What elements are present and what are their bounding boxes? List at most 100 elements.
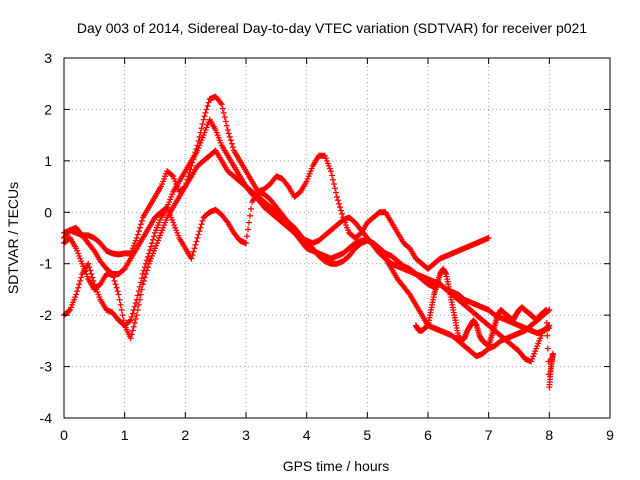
y-tick-label: 3: [44, 50, 52, 66]
data-point: [140, 277, 147, 284]
data-point: [137, 221, 144, 228]
data-point: [337, 204, 344, 211]
data-point: [86, 264, 93, 271]
x-tick-label: 6: [424, 427, 432, 443]
data-point: [219, 105, 226, 112]
data-point: [73, 291, 80, 298]
data-point: [218, 101, 225, 108]
y-tick-label: -3: [40, 359, 53, 375]
data-point: [193, 238, 200, 245]
data-point: [200, 116, 207, 123]
data-point: [229, 144, 236, 151]
data-point: [227, 137, 234, 144]
series-track-5: [412, 265, 556, 391]
data-point: [150, 233, 157, 240]
data-point: [134, 231, 141, 238]
x-tick-label: 9: [606, 427, 614, 443]
data-point: [198, 125, 205, 132]
data-point: [133, 312, 140, 319]
data-point: [135, 288, 142, 295]
data-point: [127, 335, 134, 342]
data-point: [196, 133, 203, 140]
data-point: [136, 296, 143, 303]
data-point: [120, 317, 127, 324]
y-tick-label: 1: [44, 153, 52, 169]
data-point: [195, 231, 202, 238]
data-point: [117, 301, 124, 308]
data-point: [220, 109, 227, 116]
data-point: [198, 221, 205, 228]
data-point: [546, 325, 553, 331]
data-point: [75, 284, 82, 291]
data-point: [217, 100, 224, 106]
ticks: [63, 57, 611, 419]
data-point: [78, 274, 85, 281]
data-point: [330, 181, 337, 187]
data-point: [194, 235, 201, 241]
x-tick-label: 5: [363, 427, 371, 443]
data-point: [248, 205, 255, 212]
data-point: [328, 172, 335, 179]
data-point: [128, 313, 135, 320]
data-point: [327, 168, 334, 175]
data-point: [485, 235, 492, 241]
data-point: [203, 106, 210, 113]
data-point: [118, 307, 125, 313]
y-tick-label: -2: [40, 307, 53, 323]
data-point: [74, 288, 81, 295]
data-point: [205, 99, 212, 106]
data-point: [143, 267, 150, 274]
data-point: [134, 307, 141, 313]
data-point: [135, 228, 142, 235]
data-point: [336, 200, 343, 207]
data-point: [169, 172, 176, 179]
data-point: [143, 257, 150, 264]
data-point: [144, 253, 151, 260]
data-point: [134, 292, 141, 299]
data-point: [199, 121, 206, 127]
tick-labels: 0 1 2 3 4 5 6 7 8 9 -4 -3 -2 -1 0 1 2 3: [40, 50, 615, 443]
data-point: [228, 140, 235, 147]
data-point: [222, 118, 229, 125]
x-tick-label: 1: [121, 427, 129, 443]
data-point: [138, 286, 145, 293]
data-point: [131, 303, 138, 310]
y-tick-label: 2: [44, 101, 52, 117]
x-axis-label: GPS time / hours: [283, 458, 390, 474]
data-point: [116, 296, 123, 303]
data-point: [113, 284, 120, 291]
data-point: [85, 260, 92, 267]
data-point: [247, 212, 254, 219]
data-point: [90, 246, 97, 253]
data-point: [335, 197, 342, 204]
data-point: [87, 267, 94, 274]
data-point: [112, 281, 119, 288]
data-points: [61, 93, 556, 391]
data-point: [226, 133, 233, 140]
data-point: [144, 264, 151, 271]
data-point: [147, 243, 154, 250]
data-point: [146, 247, 153, 253]
data-point: [129, 327, 136, 334]
y-axis-label: SDTVAR / TECUs: [5, 182, 21, 294]
y-tick-label: 0: [44, 204, 52, 220]
x-tick-label: 2: [181, 427, 189, 443]
x-tick-label: 7: [485, 427, 493, 443]
data-point: [135, 301, 142, 308]
data-point: [197, 224, 204, 231]
data-point: [243, 240, 249, 247]
data-point: [549, 350, 556, 357]
data-point: [128, 331, 135, 338]
data-point: [199, 217, 206, 224]
data-point: [338, 207, 345, 214]
data-point: [148, 240, 155, 247]
data-point: [137, 291, 144, 298]
data-point: [225, 130, 232, 137]
data-point: [88, 271, 95, 277]
data-point: [77, 277, 84, 284]
data-point: [329, 176, 336, 183]
data-point: [115, 291, 122, 298]
data-point: [189, 252, 196, 259]
data-point: [66, 307, 73, 314]
